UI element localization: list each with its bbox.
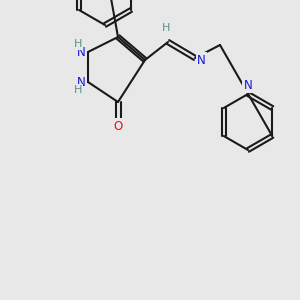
Text: N: N: [197, 53, 206, 67]
Text: H: H: [162, 23, 170, 33]
Text: O: O: [113, 119, 123, 133]
Text: N: N: [244, 79, 252, 92]
Text: H: H: [74, 85, 82, 95]
Text: N: N: [77, 46, 86, 59]
Text: N: N: [77, 76, 86, 88]
Text: H: H: [74, 39, 82, 49]
